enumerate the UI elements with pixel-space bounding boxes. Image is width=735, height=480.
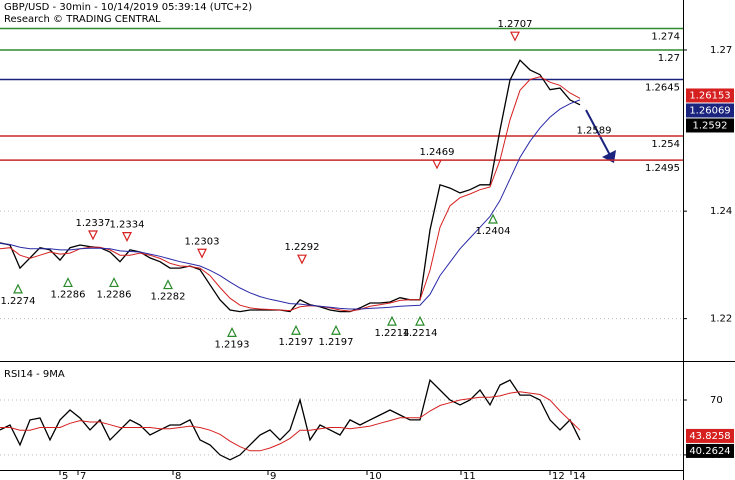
price-box: [686, 443, 734, 458]
x-tick-label: 11: [463, 471, 476, 480]
high-marker: [122, 232, 132, 242]
chart-title: GBP/USD - 30min - 10/14/2019 05:39:14 (U…: [4, 2, 252, 13]
x-tick-label: 8: [175, 471, 181, 480]
low-marker: [109, 277, 119, 288]
annotation-label: 1.2286: [51, 289, 86, 300]
low-marker: [163, 279, 173, 290]
series-line: [0, 99, 581, 310]
target-label: 1.2589: [577, 126, 612, 137]
chart-subtitle: Research © TRADING CENTRAL: [4, 14, 161, 25]
annotation-label: 1.2292: [285, 242, 320, 253]
forecast-arrow: [585, 109, 612, 158]
low-marker: [488, 213, 498, 224]
high-marker: [88, 230, 98, 241]
high-marker: [197, 248, 207, 259]
x-tick-label: 14: [573, 471, 586, 480]
price-box-label: 1.26153: [689, 90, 730, 101]
y-tick-label: 1.22: [710, 314, 732, 325]
annotation-label: 1.2197: [279, 337, 314, 348]
annotation-label: 1.2214: [403, 328, 438, 339]
low-marker: [331, 324, 341, 335]
annotation-label: 1.2274: [1, 296, 36, 307]
low-marker: [13, 283, 23, 294]
high-marker: [297, 254, 307, 265]
annotation-label: 1.2337: [76, 218, 111, 229]
series-line: [0, 378, 581, 461]
series-line: [0, 76, 581, 312]
level-label: 1.27: [658, 53, 680, 64]
low-marker: [387, 315, 397, 326]
price-box-label: 1.26069: [689, 105, 730, 116]
low-marker: [415, 315, 425, 326]
price-box-label: 43.8258: [689, 431, 730, 442]
annotation-label: 1.2214: [375, 328, 410, 339]
y-tick-label: 1.24: [710, 206, 732, 217]
x-tick-label: 10: [369, 471, 382, 480]
annotation-label: 1.2286: [97, 289, 132, 300]
low-marker: [63, 277, 73, 288]
y-tick-label: 1.27: [710, 45, 732, 56]
annotation-label: 1.2197: [319, 337, 354, 348]
price-box: [686, 428, 734, 443]
level-label: 1.254: [651, 139, 680, 150]
price-box: [686, 103, 734, 118]
x-tick-label: 5: [62, 471, 68, 480]
rsi-title: RSI14 - 9MA: [4, 369, 65, 380]
annotation-label: 1.2404: [476, 226, 511, 237]
low-marker: [291, 324, 301, 335]
high-marker: [510, 31, 520, 42]
annotation-label: 1.2193: [215, 339, 250, 350]
annotation-label: 1.2707: [498, 19, 533, 30]
x-tick-label: 9: [270, 471, 276, 480]
annotation-label: 1.2303: [185, 236, 220, 247]
price-box-label: 40.2624: [689, 446, 730, 457]
level-label: 1.2645: [645, 83, 680, 94]
price-box-label: 1.2592: [693, 120, 728, 131]
annotation-label: 1.2334: [110, 220, 145, 231]
series-line: [0, 391, 581, 452]
annotation-label: 1.2469: [420, 147, 455, 158]
level-label: 1.274: [651, 31, 680, 42]
price-box: [686, 88, 734, 103]
low-marker: [227, 327, 237, 337]
annotation-label: 1.2282: [151, 292, 186, 303]
level-label: 1.2495: [645, 163, 680, 174]
x-tick-label: 12: [552, 471, 565, 480]
x-tick-label: 7: [80, 471, 86, 480]
y-tick-label: 70: [710, 395, 723, 406]
high-marker: [432, 159, 442, 170]
price-box: [686, 118, 734, 133]
